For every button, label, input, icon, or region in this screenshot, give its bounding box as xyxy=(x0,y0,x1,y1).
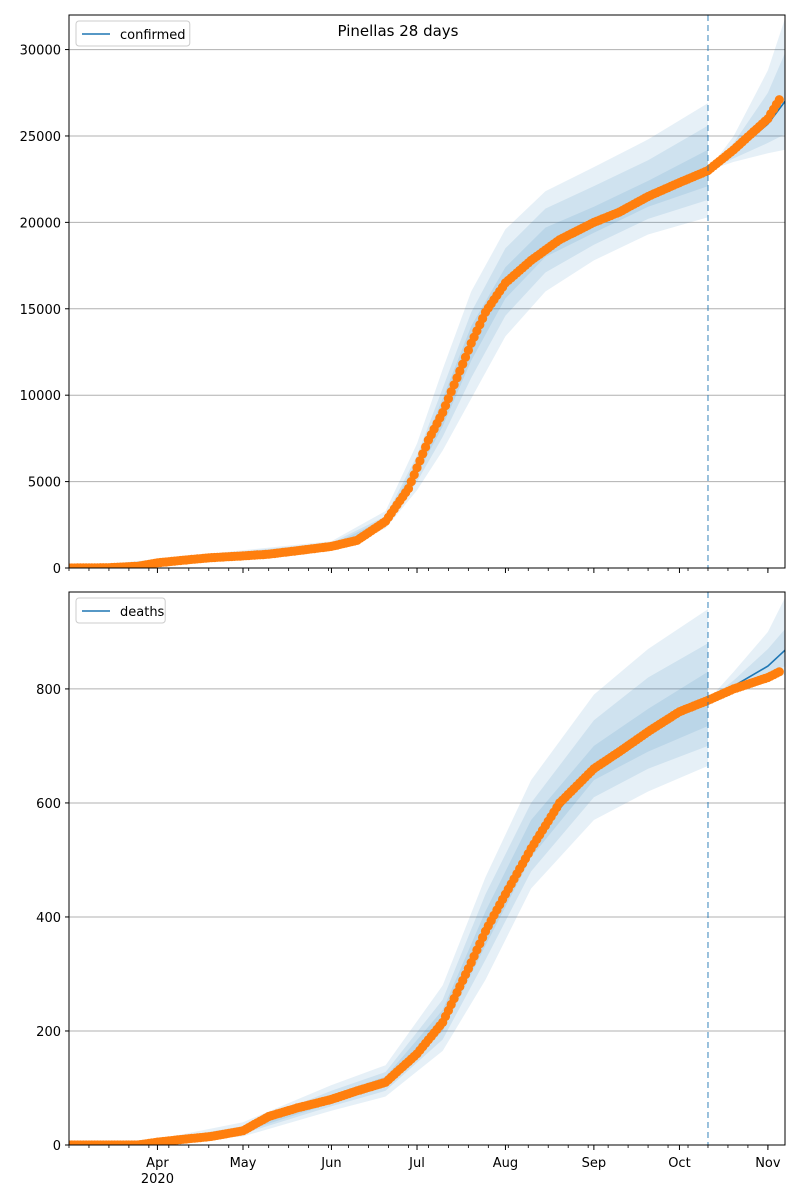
legend-box xyxy=(75,20,191,47)
data-point xyxy=(418,449,428,459)
y-tick-label: 20000 xyxy=(20,216,61,231)
uncertainty-band xyxy=(708,53,785,171)
y-tick-label: 0 xyxy=(53,562,61,577)
data-point xyxy=(458,359,468,369)
confirmed-panel: 0 5000 10000 15000 20000 25000 30000 confirmed xyxy=(20,14,786,577)
y-tick-label: 30000 xyxy=(20,44,61,59)
x-tick-year-label: 2020 xyxy=(141,1172,174,1187)
y-tick-label: 5000 xyxy=(28,476,61,491)
y-tick-label: 10000 xyxy=(20,389,61,404)
legend-label: deaths xyxy=(120,605,165,620)
data-point xyxy=(446,387,456,397)
data-point xyxy=(403,483,414,494)
x-tick-label: Jul xyxy=(408,1156,425,1171)
chart-title: Pinellas 28 days xyxy=(338,22,459,40)
data-point xyxy=(412,463,422,473)
observed-series xyxy=(69,667,784,1145)
uncertainty-band xyxy=(69,103,708,568)
x-tick-label: Aug xyxy=(493,1156,518,1171)
axes-frame xyxy=(68,591,786,1146)
y-tick-label: 25000 xyxy=(20,130,61,145)
uncertainty-band xyxy=(69,609,708,1145)
uncertainty-band xyxy=(69,125,708,568)
x-tick-label: Oct xyxy=(668,1156,690,1171)
legend: deaths xyxy=(75,597,166,624)
plot-area xyxy=(69,18,785,568)
y-tick-label: 0 xyxy=(53,1139,61,1154)
x-tick-label: Nov xyxy=(755,1156,781,1171)
axes-frame xyxy=(68,14,786,569)
legend-label: confirmed xyxy=(120,28,186,43)
uncertainty-band xyxy=(69,149,708,568)
data-point xyxy=(449,380,459,390)
y-tick-label: 15000 xyxy=(20,303,61,318)
data-point xyxy=(409,470,419,480)
y-tick-label: 800 xyxy=(36,683,61,698)
data-point xyxy=(774,667,784,677)
x-tick-label: Jun xyxy=(320,1156,341,1171)
legend: confirmed xyxy=(75,20,191,47)
uncertainty-band xyxy=(708,18,785,171)
data-point xyxy=(463,345,473,355)
data-point xyxy=(440,401,451,411)
data-point xyxy=(438,407,448,418)
data-point xyxy=(443,394,453,404)
data-point xyxy=(452,373,462,383)
uncertainty-band xyxy=(69,671,708,1145)
x-tick-label: May xyxy=(230,1156,257,1171)
data-point xyxy=(421,442,431,452)
x-tick-label: Apr xyxy=(146,1156,169,1171)
data-point xyxy=(455,366,465,376)
data-point xyxy=(774,95,784,105)
data-point xyxy=(415,456,425,466)
uncertainty-band xyxy=(69,643,708,1145)
observed-series xyxy=(69,95,784,568)
data-point xyxy=(406,477,416,487)
legend-box xyxy=(75,597,166,624)
y-tick-label: 600 xyxy=(36,797,61,812)
data-point xyxy=(460,352,471,362)
plot-area xyxy=(69,597,785,1145)
y-tick-label: 200 xyxy=(36,1025,61,1040)
y-tick-label: 400 xyxy=(36,911,61,926)
x-tick-label: Sep xyxy=(582,1156,607,1171)
